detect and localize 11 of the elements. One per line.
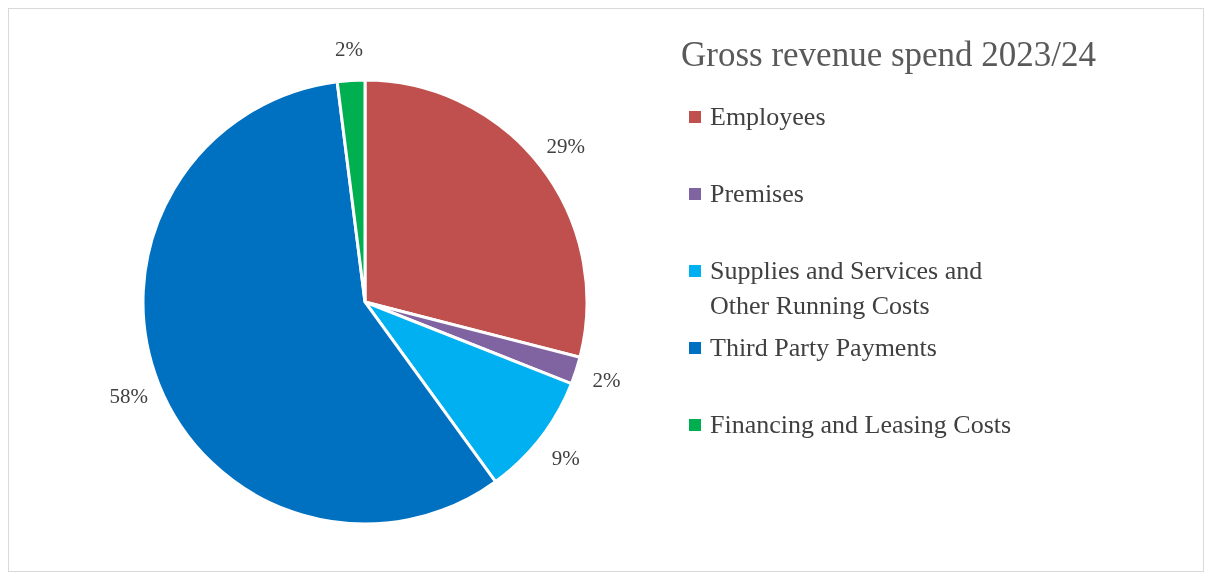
data-label: 2%	[592, 368, 621, 393]
legend-label: Financing and Leasing Costs	[710, 409, 1013, 441]
legend-label: Employees	[710, 101, 827, 133]
data-label: 2%	[335, 36, 364, 61]
data-label: 58%	[109, 383, 149, 408]
legend-label: Premises	[710, 178, 805, 210]
legend-label: Third Party Payments	[710, 332, 938, 364]
chart-title: Gross revenue spend 2023/24	[681, 35, 1097, 75]
data-label: 9%	[551, 445, 580, 470]
data-label: 29%	[546, 134, 585, 159]
legend-label: Supplies and Services and Other Running Costs	[710, 255, 984, 322]
